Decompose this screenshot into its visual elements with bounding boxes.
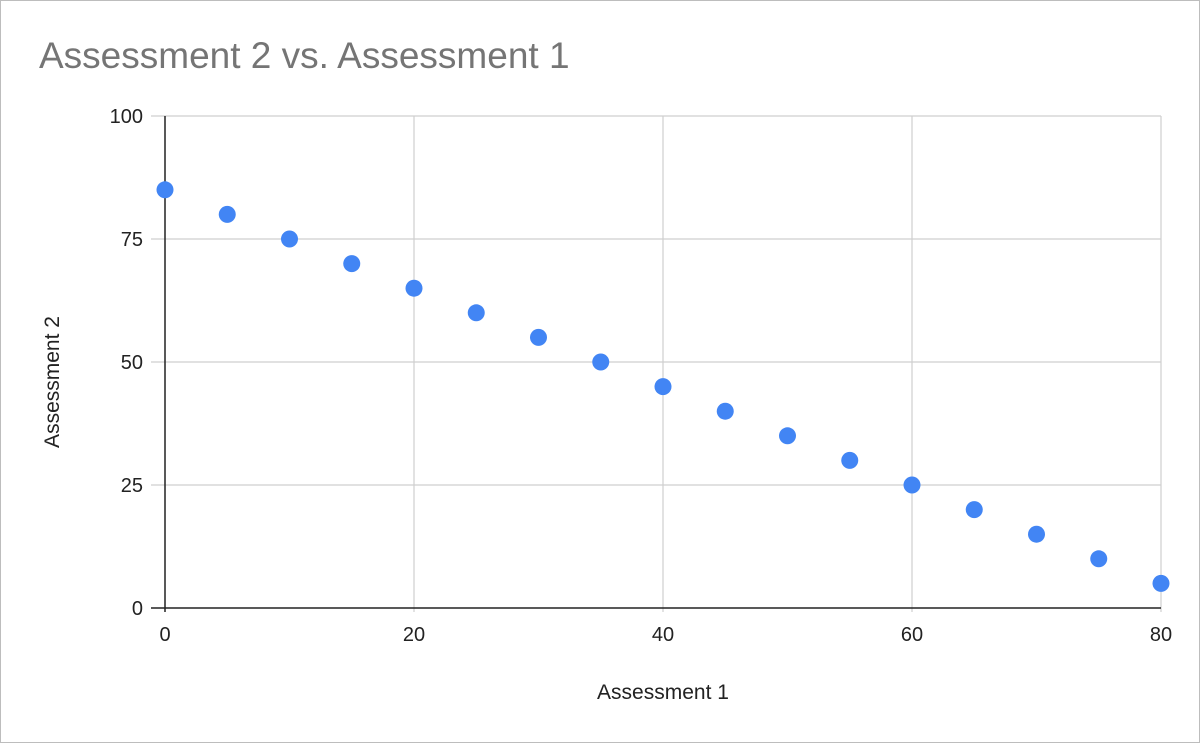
y-axis-title: Assessment 2 — [41, 316, 64, 448]
x-tick-label: 60 — [901, 624, 923, 646]
data-point — [343, 255, 361, 273]
y-tick-label: 50 — [121, 352, 143, 374]
data-point — [156, 181, 174, 199]
data-point — [530, 328, 547, 346]
data-point — [1152, 574, 1170, 592]
axes — [151, 116, 1161, 612]
y-tick-label: 100 — [110, 106, 143, 128]
x-tick-label: 0 — [159, 624, 170, 646]
data-point — [467, 304, 485, 322]
data-point — [405, 279, 423, 297]
data-points — [156, 181, 1170, 592]
data-point — [965, 501, 983, 519]
data-point — [592, 353, 610, 371]
grid — [151, 115, 1162, 612]
data-point — [654, 378, 672, 396]
data-point — [1028, 525, 1045, 543]
x-tick-label: 40 — [652, 624, 674, 646]
y-tick-label: 25 — [121, 475, 143, 497]
data-point — [218, 205, 236, 223]
data-point — [779, 427, 796, 445]
data-point — [1090, 550, 1108, 568]
y-tick-label: 0 — [132, 598, 143, 620]
x-axis-title: Assessment 1 — [597, 681, 729, 704]
x-tick-label: 20 — [403, 624, 425, 646]
data-point — [903, 476, 921, 494]
tick-labels: 0 25 50 75 100 0 20 40 60 80 — [110, 106, 1173, 646]
data-point — [841, 451, 859, 469]
data-point — [281, 230, 298, 248]
y-tick-label: 75 — [121, 229, 143, 251]
chart-title: Assessment 2 vs. Assessment 1 — [39, 35, 570, 76]
x-tick-label: 80 — [1150, 624, 1172, 646]
data-point — [716, 402, 734, 420]
